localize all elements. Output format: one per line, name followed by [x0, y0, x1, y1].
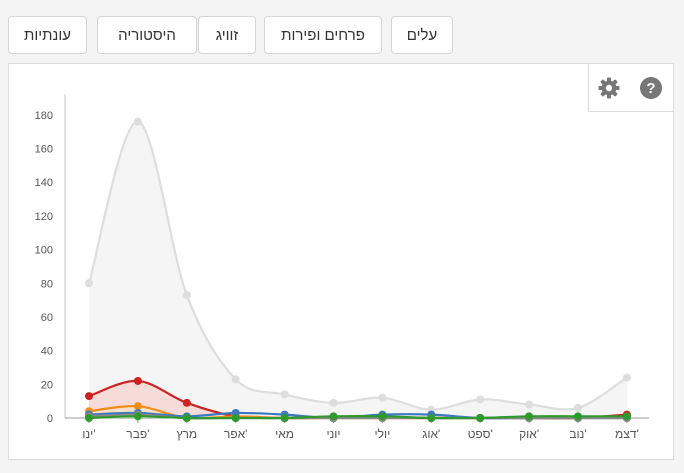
series-0-point — [574, 403, 582, 412]
series-0-point — [133, 117, 142, 126]
help-icon[interactable]: ? — [639, 76, 663, 100]
y-tick-label: 0 — [47, 413, 53, 425]
x-tick-label: אוק' — [519, 427, 539, 441]
y-tick-label: 80 — [41, 278, 53, 290]
chart-toolbar: ? — [588, 64, 673, 112]
tab-pairing[interactable]: זוויג — [198, 16, 256, 54]
series-0-point — [329, 398, 338, 407]
x-tick-label: נוב' — [569, 427, 586, 441]
series-1-point — [182, 398, 191, 407]
series-5-point — [622, 412, 631, 421]
series-0-point — [622, 373, 631, 382]
chart-panel: 0 20 40 60 80 100 120 140 160 180 ינו' פבר' מרץ אפר' מ… — [8, 63, 674, 460]
tab-seasonality[interactable]: עונתיות — [8, 16, 87, 54]
gear-icon[interactable] — [597, 76, 621, 100]
series-0-point — [525, 400, 534, 409]
series-0-point — [476, 395, 485, 404]
y-tick-label: 100 — [35, 245, 53, 257]
y-tick-label: 140 — [35, 177, 53, 189]
y-tick-label: 180 — [35, 110, 53, 122]
series-5-point — [329, 412, 338, 421]
series-0-point — [280, 390, 289, 399]
x-tick-label: אוג' — [422, 427, 440, 441]
series-1-point — [133, 376, 142, 385]
x-tick-label: יולי — [375, 427, 391, 441]
series-5-point — [133, 412, 142, 421]
series-0-point — [231, 375, 240, 384]
y-tick-label: 60 — [41, 312, 53, 324]
series-0-point — [85, 279, 93, 288]
y-tick-label: 120 — [35, 211, 53, 223]
series-5-point — [525, 412, 534, 421]
x-tick-label: ספט' — [468, 427, 493, 441]
x-tick-label: מרץ — [176, 427, 197, 441]
series-5-point — [85, 414, 93, 422]
series-5-point — [476, 414, 485, 422]
tab-bar: עונתיות היסטוריה זוויג פרחים ופירות עלים — [8, 16, 684, 56]
x-tick-label: יוני — [326, 427, 340, 441]
series-5-point — [231, 414, 240, 422]
x-tick-label: ינו' — [82, 427, 95, 441]
svg-text:?: ? — [646, 80, 655, 97]
series-0-area — [89, 121, 627, 418]
series-5-point — [427, 414, 436, 422]
tab-flowers-fruits[interactable]: פרחים ופירות — [264, 16, 382, 54]
x-tick-label: פבר' — [126, 427, 149, 441]
series-0-point — [182, 291, 191, 300]
series-1-point — [85, 392, 93, 401]
series-5-line — [88, 415, 627, 420]
tab-leaves[interactable]: עלים — [391, 16, 453, 54]
series-5-point — [574, 412, 582, 421]
y-tick-label: 160 — [35, 144, 53, 156]
tab-history[interactable]: היסטוריה — [97, 16, 197, 54]
y-tick-label: 40 — [41, 346, 53, 358]
series-0-point — [378, 393, 387, 402]
series-5-point — [182, 414, 191, 422]
seasonality-chart: 0 20 40 60 80 100 120 140 160 180 ינו' פבר' מרץ אפר' מ… — [35, 94, 649, 441]
x-tick-label: אפר' — [224, 427, 248, 441]
series-2-point — [133, 402, 142, 411]
x-tick-label: דצמ' — [615, 427, 639, 441]
x-tick-label: מאי — [275, 427, 294, 441]
series-5-point — [378, 412, 387, 421]
series-5-point — [280, 414, 289, 422]
y-tick-label: 20 — [41, 379, 53, 391]
